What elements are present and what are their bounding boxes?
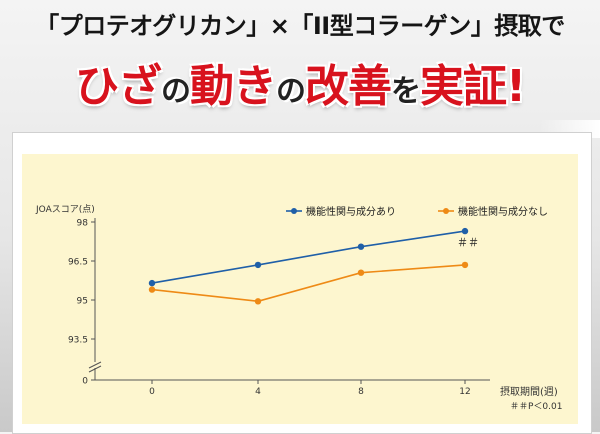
footnote: ＃＃P＜0.01: [510, 401, 562, 412]
significance-annotation: ＃＃: [457, 236, 479, 249]
series-0-point-2: [357, 243, 365, 250]
headline-word-4: 実証!: [419, 61, 526, 112]
axis-break-mark: [88, 361, 102, 373]
y-tick-label-1: 96.5: [68, 258, 88, 268]
headline-particle-2: の: [275, 74, 306, 109]
series-line-1: [151, 264, 466, 303]
x-axis-label: 摂取期間(週): [500, 385, 558, 398]
y-tick-label-2: 95: [77, 297, 88, 307]
series-1-point-3: [461, 261, 469, 269]
series-0-point-3: [461, 227, 469, 235]
legend-marker-1: [443, 208, 449, 214]
x-tick-label-0: 0: [149, 387, 155, 397]
y-tick-label-0: 98: [77, 219, 89, 229]
series-1-point-1: [254, 298, 262, 305]
headline-particle-3: を: [390, 74, 421, 109]
headline-main: ひざの動きの改善を実証!: [0, 50, 600, 114]
x-tick-label-2: 8: [358, 387, 364, 397]
headline-word-3: 改善: [304, 61, 392, 112]
x-tick-label-1: 4: [255, 387, 261, 397]
series-0-point-0: [148, 279, 156, 287]
headline-particle-1: の: [160, 74, 191, 109]
series-1-point-0: [148, 286, 156, 293]
legend-label-0: 機能性関与成分あり: [306, 205, 396, 218]
series-line-0: [151, 230, 466, 284]
series-1-point-2: [357, 269, 365, 276]
legend-marker-0: [291, 208, 297, 214]
x-tick-label-3: 12: [459, 387, 470, 397]
headline-word-1: ひざ: [74, 61, 162, 112]
y-tick-label-3: 93.5: [68, 336, 88, 346]
series-0-point-1: [254, 261, 262, 269]
y-axis-label: JOAスコア(点): [35, 204, 95, 215]
legend-label-1: 機能性関与成分なし: [458, 205, 548, 218]
y-tick-label-4: 0: [82, 377, 88, 387]
headline-top: 「プロテオグリカン」×「II型コラーゲン」摂取で: [35, 12, 565, 40]
headline-word-2: 動き: [189, 61, 277, 112]
